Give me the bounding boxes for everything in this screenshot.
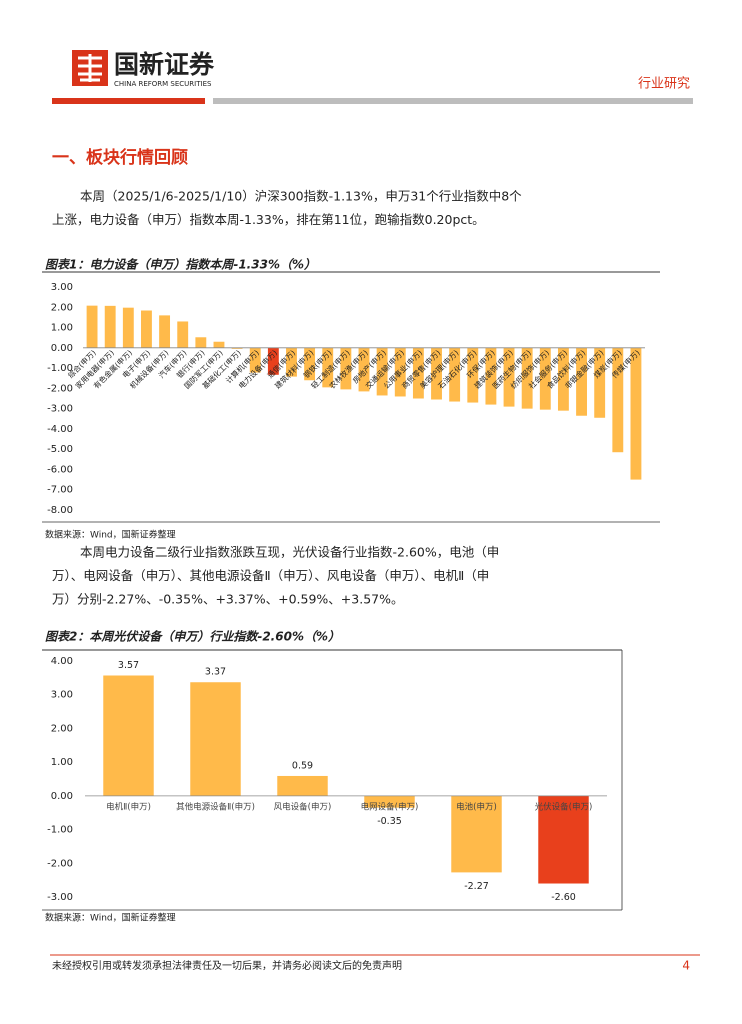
bar bbox=[594, 347, 606, 418]
value-label: -2.27 bbox=[464, 881, 489, 892]
bar bbox=[103, 675, 154, 796]
bar bbox=[267, 347, 279, 375]
y-tick-label: -2.00 bbox=[47, 858, 73, 869]
bar bbox=[451, 795, 502, 873]
y-tick-label: -6.00 bbox=[47, 464, 73, 475]
logo-glyph bbox=[78, 54, 102, 82]
bar bbox=[213, 341, 225, 348]
value-label: 3.57 bbox=[118, 660, 139, 671]
y-tick-label: 4.00 bbox=[51, 656, 73, 667]
heading: 一、板块行情回顾 bbox=[52, 147, 188, 168]
bar bbox=[539, 347, 551, 410]
chart-source: 数据来源：Wind，国新证券整理 bbox=[45, 912, 176, 924]
brand-en: CHINA REFORM SECURITIES bbox=[114, 80, 212, 88]
bar bbox=[364, 795, 415, 808]
bar bbox=[412, 347, 424, 399]
bar bbox=[521, 347, 533, 409]
x-tick-label: 风电设备(申万) bbox=[274, 801, 332, 812]
y-tick-label: -1.00 bbox=[47, 825, 73, 836]
brand: 国新证券 bbox=[114, 50, 215, 79]
bar bbox=[141, 310, 152, 348]
paragraph-line: 万）分别-2.27%、-0.35%、+3.37%、+0.59%、+3.57%。 bbox=[52, 592, 404, 607]
bar bbox=[576, 347, 587, 416]
bar bbox=[286, 347, 297, 377]
bar bbox=[277, 775, 328, 796]
bar bbox=[467, 347, 479, 403]
bar bbox=[322, 347, 334, 388]
x-tick-label: 电池(申万) bbox=[456, 801, 497, 812]
value-label: 3.37 bbox=[205, 667, 226, 678]
chart-title: 图表1：电力设备（申万）指数本周-1.33%（%） bbox=[45, 258, 316, 272]
value-label: 0.59 bbox=[292, 760, 313, 771]
bar bbox=[122, 307, 134, 348]
chart-source: 数据来源：Wind，国新证券整理 bbox=[45, 529, 176, 541]
bar bbox=[376, 347, 388, 396]
y-tick-label: -3.00 bbox=[47, 404, 73, 415]
bar bbox=[104, 305, 116, 348]
bar bbox=[195, 337, 207, 348]
value-label: -0.35 bbox=[377, 816, 402, 827]
y-tick-label: 2.00 bbox=[51, 302, 73, 313]
bar bbox=[159, 315, 171, 348]
x-tick-label: 光伏设备(申万) bbox=[535, 801, 593, 812]
y-tick-label: -3.00 bbox=[47, 892, 73, 903]
header-bar-grey bbox=[213, 98, 693, 104]
footer-disclaimer: 未经授权引用或转发须承担法律责任及一切后果，并请务必阅读文后的免责声明 bbox=[52, 959, 402, 972]
y-tick-label: -7.00 bbox=[47, 485, 73, 496]
value-label: -2.60 bbox=[551, 892, 576, 903]
bar bbox=[190, 682, 241, 796]
header-bar-red bbox=[52, 98, 205, 104]
bar bbox=[394, 347, 406, 397]
page-number: 4 bbox=[682, 959, 690, 973]
x-tick-label: 电机Ⅱ(申万) bbox=[106, 801, 151, 812]
bar bbox=[340, 347, 352, 390]
bar bbox=[557, 347, 569, 411]
x-tick-label: 电网设备(申万) bbox=[361, 801, 419, 812]
y-tick-label: -8.00 bbox=[47, 505, 73, 516]
y-tick-label: -4.00 bbox=[47, 424, 73, 435]
bar bbox=[86, 305, 98, 348]
y-tick-label: -2.00 bbox=[47, 383, 73, 394]
bar bbox=[304, 347, 316, 381]
y-tick-label: 2.00 bbox=[51, 723, 73, 734]
paragraph-line: 上涨，电力设备（申万）指数本周-1.33%，排在第11位，跑输指数0.20pct… bbox=[52, 212, 485, 227]
y-tick-label: 3.00 bbox=[51, 690, 73, 701]
y-tick-label: 1.00 bbox=[51, 323, 73, 334]
bar bbox=[503, 347, 515, 407]
bar bbox=[612, 347, 624, 453]
bar bbox=[538, 795, 589, 884]
x-tick-label: 其他电源设备Ⅱ(申万) bbox=[176, 801, 255, 812]
y-tick-label: 0.00 bbox=[51, 791, 73, 802]
bar bbox=[431, 347, 442, 400]
paragraph-line: 本周（2025/1/6-2025/1/10）沪深300指数-1.13%，申万31… bbox=[80, 189, 522, 204]
bar bbox=[231, 347, 243, 349]
paragraph-line: 本周电力设备二级行业指数涨跌互现，光伏设备行业指数-2.60%，电池（申 bbox=[80, 545, 499, 560]
bar bbox=[485, 347, 497, 405]
bar bbox=[249, 347, 261, 373]
bar bbox=[449, 347, 461, 402]
bar bbox=[630, 347, 642, 480]
y-tick-label: 1.00 bbox=[51, 757, 73, 768]
bar bbox=[177, 321, 189, 348]
section-tag: 行业研究 bbox=[638, 77, 690, 92]
bar bbox=[358, 347, 370, 392]
y-tick-label: 0.00 bbox=[51, 343, 73, 354]
y-tick-label: 3.00 bbox=[51, 282, 73, 293]
y-tick-label: -1.00 bbox=[47, 363, 73, 374]
paragraph-line: 万）、电网设备（申万）、其他电源设备Ⅱ（申万）、风电设备（申万）、电机Ⅱ（申 bbox=[52, 568, 489, 583]
y-tick-label: -5.00 bbox=[47, 444, 73, 455]
chart-title: 图表2：本周光伏设备（申万）行业指数-2.60%（%） bbox=[45, 630, 340, 644]
